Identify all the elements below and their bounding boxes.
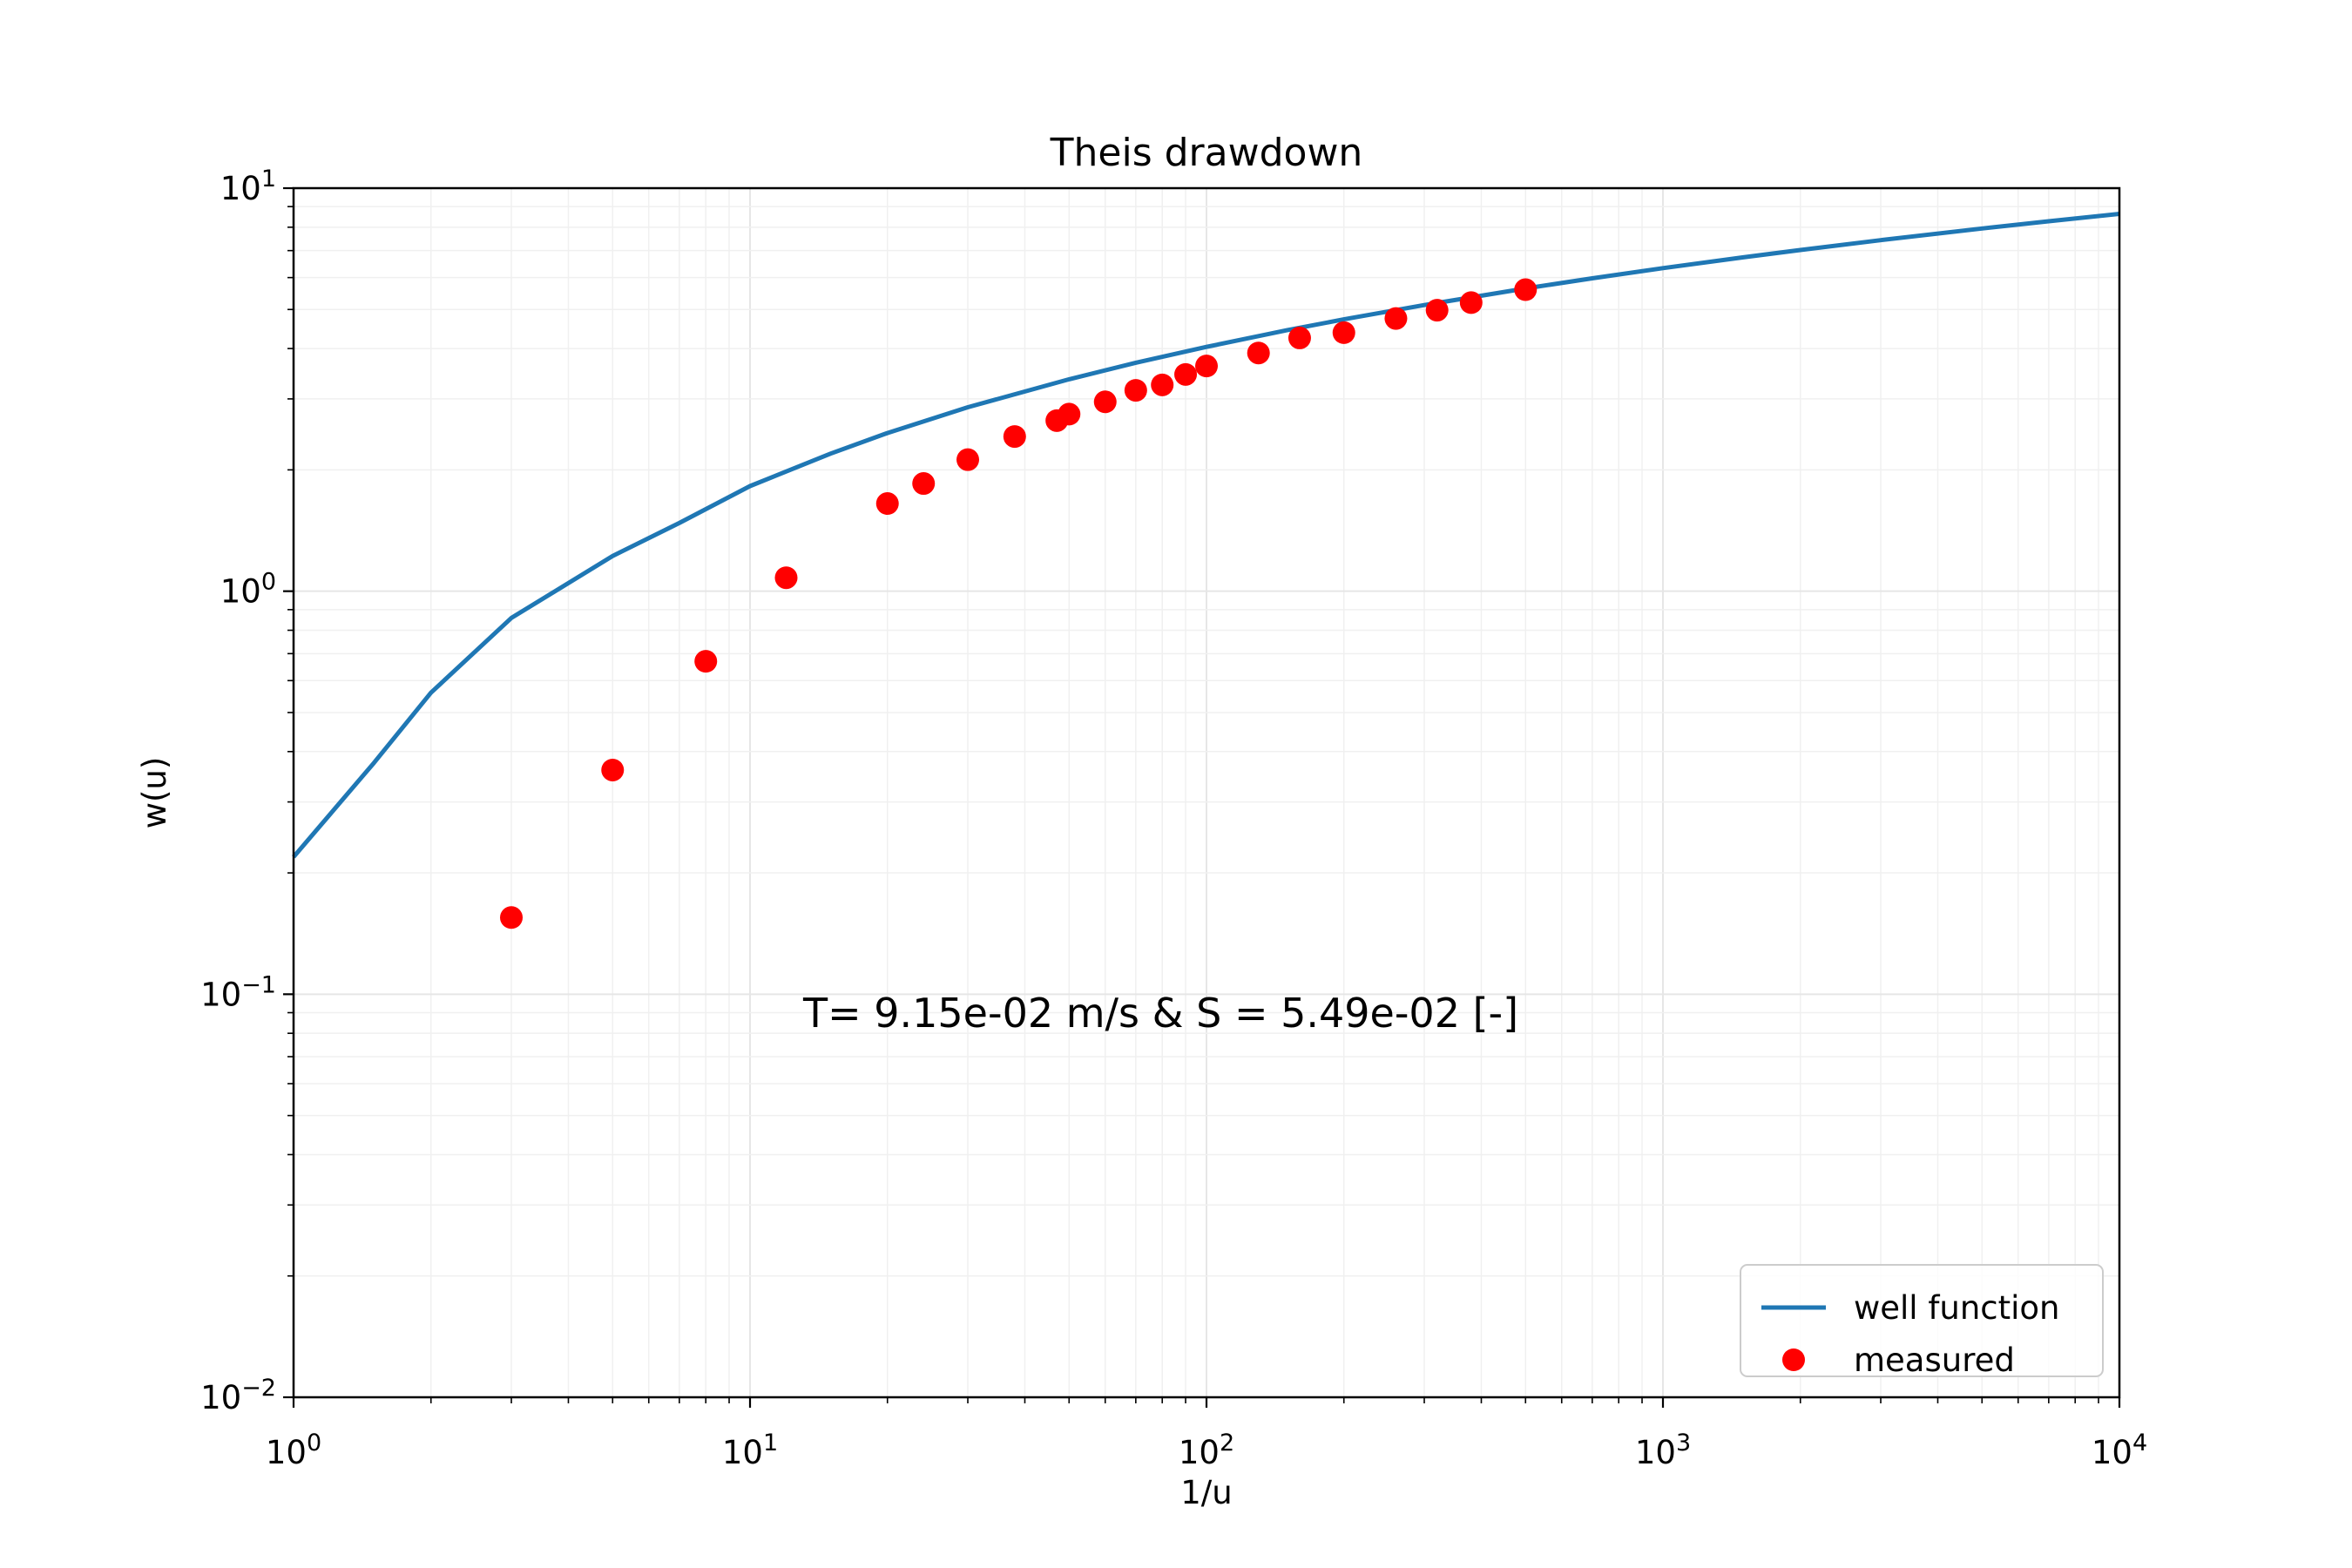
legend-label-well-function: well function xyxy=(1854,1289,2060,1327)
y-tick-label: 10−1 xyxy=(200,971,276,1013)
measured-point xyxy=(601,758,625,781)
measured-point xyxy=(956,448,980,471)
plot-area xyxy=(292,212,2120,929)
measured-point xyxy=(1247,341,1270,365)
y-tick-label: 100 xyxy=(220,569,276,611)
x-tick-label: 100 xyxy=(266,1429,321,1471)
measured-point xyxy=(1151,373,1174,396)
measured-point xyxy=(774,566,798,590)
measured-point xyxy=(1384,307,1408,330)
y-tick-label: 10−2 xyxy=(200,1375,276,1416)
measured-point xyxy=(912,472,936,496)
measured-point xyxy=(1124,379,1147,402)
measured-point xyxy=(1425,299,1449,322)
measured-point xyxy=(875,492,899,516)
measured-point xyxy=(500,906,524,929)
measured-point xyxy=(1288,326,1311,349)
measured-point xyxy=(1093,390,1117,414)
x-tick-label: 103 xyxy=(1635,1429,1691,1471)
legend: well function measured xyxy=(1740,1264,2104,1379)
measured-point xyxy=(1332,321,1355,344)
x-axis-label: 1/u xyxy=(1180,1474,1232,1511)
measured-point xyxy=(1459,291,1483,314)
measured-point xyxy=(1003,425,1026,449)
y-axis-label: w(u) xyxy=(136,757,173,829)
measured-point xyxy=(1514,278,1538,301)
legend-marker-swatch xyxy=(1782,1348,1805,1371)
fit-annotation: T= 9.15e-02 m/s & S = 5.49e-02 [-] xyxy=(802,990,1518,1037)
y-tick-label: 101 xyxy=(220,166,276,207)
measured-point xyxy=(694,650,718,673)
legend-box xyxy=(1740,1264,2104,1377)
measured-point xyxy=(1174,362,1198,386)
well-function-curve xyxy=(292,212,2120,859)
measured-point xyxy=(1058,402,1081,426)
measured-point xyxy=(1195,355,1218,378)
legend-label-measured: measured xyxy=(1854,1342,2015,1379)
grid xyxy=(293,187,2120,1398)
chart-title: Theis drawdown xyxy=(1050,131,1363,175)
